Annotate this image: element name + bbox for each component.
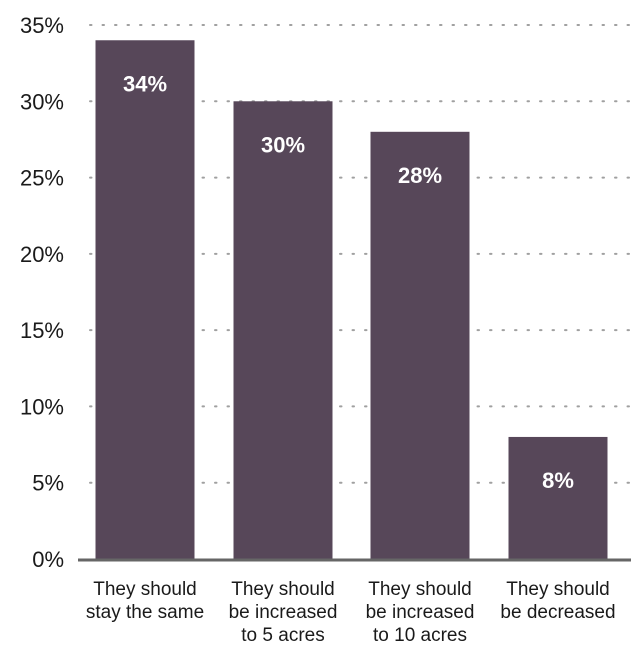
bar-data-label: 30% [261, 132, 305, 157]
x-category-label: They should be decreased [500, 579, 615, 623]
x-category-label: They should be increased to 5 acres [229, 579, 338, 646]
x-category-label: They should stay the same [86, 579, 204, 623]
y-axis-ticks: 0% 5% 10% 15% 20% 25% 30% 35% [20, 13, 64, 572]
bar-data-label: 28% [398, 163, 442, 188]
y-tick-label: 15% [20, 318, 64, 343]
y-tick-label: 10% [20, 394, 64, 419]
x-axis-categories: They should stay the same They should be in… [86, 579, 616, 646]
y-tick-label: 30% [20, 89, 64, 114]
bar-data-label: 8% [542, 468, 574, 493]
y-tick-label: 5% [32, 471, 64, 496]
bar [233, 101, 333, 560]
bar [370, 131, 470, 560]
y-tick-label: 20% [20, 242, 64, 267]
bar-data-label: 34% [123, 71, 167, 96]
bar-data-labels: 34% 30% 28% 8% [123, 71, 574, 493]
x-category-label: They should be increased to 10 acres [366, 579, 475, 646]
y-tick-label: 35% [20, 13, 64, 38]
bars [95, 40, 608, 560]
bar [95, 40, 195, 559]
y-tick-label: 0% [32, 547, 64, 572]
y-tick-label: 25% [20, 166, 64, 191]
bar [508, 436, 608, 559]
